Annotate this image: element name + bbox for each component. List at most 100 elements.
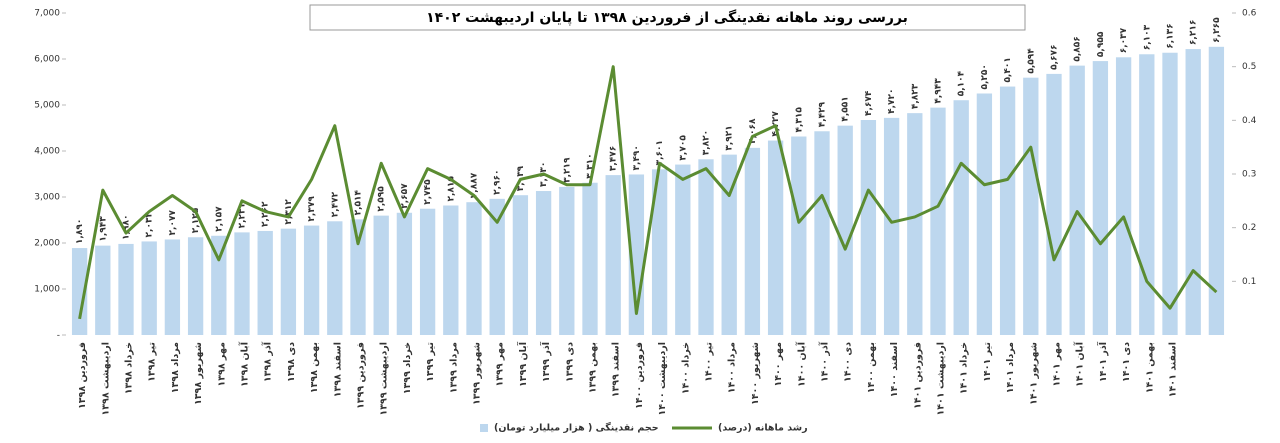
x-tick-label: تیر ۱۴۰۰	[704, 342, 715, 382]
value-label: ۴,۴۲۹	[818, 101, 828, 127]
x-tick-label: دی ۱۳۹۹	[564, 342, 575, 382]
bar	[118, 243, 134, 335]
bar	[211, 235, 227, 335]
bar	[582, 182, 598, 335]
x-tick-label: مرداد ۱۴۰۰	[727, 342, 738, 393]
bar	[1139, 54, 1155, 336]
x-tick-label: خرداد ۱۴۰۰	[680, 342, 691, 394]
x-tick-label: بهمن ۱۳۹۹	[588, 342, 599, 393]
legend-label: حجم نقدینگی ( هزار میلیارد تومان)	[494, 422, 659, 434]
value-label: ۲,۸۸۷	[470, 172, 480, 198]
value-label: ۳,۷۰۵	[678, 135, 688, 161]
x-tick-label: مهر ۱۴۰۱	[1052, 342, 1063, 387]
bar	[860, 119, 877, 335]
x-tick-label: تیر ۱۳۹۹	[425, 342, 436, 382]
value-label: ۳,۴۷۶	[609, 146, 619, 171]
x-tick-label: اردیبهشت ۱۳۹۸	[100, 342, 111, 416]
bar	[976, 93, 993, 335]
bar	[303, 225, 320, 335]
y-tick-label: 4,000	[34, 147, 60, 157]
bar	[1069, 65, 1085, 336]
y-tick-label: 2,000	[34, 239, 60, 249]
bar	[1023, 77, 1039, 336]
x-tick-label: مهر ۱۳۹۹	[495, 342, 506, 387]
y-tick-label: 6,000	[34, 55, 60, 65]
x-tick-label: اردیبهشت ۱۴۰۱	[936, 342, 947, 416]
value-label: ۵,۹۵۵	[1096, 31, 1106, 57]
bar	[280, 228, 297, 335]
bar	[396, 212, 413, 335]
x-tick-label: آذر ۱۳۹۸	[261, 341, 274, 382]
x-tick-label: آذر ۱۴۰۱	[1096, 341, 1109, 382]
x-tick-label: شهریور ۱۴۰۰	[750, 342, 761, 405]
bar	[605, 175, 621, 335]
x-tick-label: تیر ۱۳۹۸	[147, 342, 158, 382]
bar	[1046, 73, 1062, 336]
x-tick-label: مهر ۱۳۹۸	[216, 342, 227, 387]
bar	[535, 191, 552, 335]
bar	[837, 125, 853, 336]
bar	[1092, 61, 1109, 335]
value-label: ۳,۹۲۱	[725, 125, 735, 150]
value-label: ۵,۸۵۶	[1073, 36, 1083, 61]
value-label: ۴,۰۶۸	[748, 118, 758, 144]
value-label: ۵,۶۷۶	[1050, 44, 1060, 69]
x-tick-label: اسفند ۱۳۹۹	[611, 342, 622, 397]
value-label: ۶,۱۳۶	[1166, 23, 1176, 48]
y-tick-label: 5,000	[34, 101, 60, 111]
value-label: ۲,۱۲۵	[191, 207, 201, 233]
y2-tick-label: 0.4	[1242, 116, 1257, 126]
y-tick-label: 3,000	[34, 193, 60, 203]
x-tick-label: خرداد ۱۴۰۱	[959, 342, 970, 394]
value-label: ۲,۲۳۱	[238, 203, 248, 228]
value-label: ۵,۴۰۱	[1003, 57, 1013, 82]
bar	[141, 241, 157, 335]
x-tick-label: اردیبهشت ۱۳۹۹	[379, 342, 390, 416]
y2-tick-label: 0.3	[1242, 170, 1256, 180]
y-tick-label: -	[57, 331, 60, 341]
x-tick-label: شهریور ۱۴۰۱	[1028, 342, 1039, 405]
legend-swatch	[480, 424, 488, 432]
bar	[883, 117, 900, 335]
value-label: ۲,۱۵۷	[214, 206, 224, 232]
bar	[744, 147, 761, 335]
bar	[651, 169, 668, 335]
x-tick-label: مرداد ۱۳۹۹	[448, 342, 459, 393]
value-label: ۲,۰۷۷	[168, 210, 178, 236]
x-tick-label: بهمن ۱۴۰۰	[866, 342, 877, 393]
bar	[1185, 49, 1201, 336]
value-label: ۳,۸۲۰	[702, 130, 712, 155]
bar	[443, 205, 459, 335]
bar	[466, 202, 482, 335]
bar	[1115, 57, 1132, 335]
bar	[675, 164, 691, 335]
bar	[791, 136, 807, 335]
x-tick-label: اسفند ۱۳۹۸	[332, 342, 343, 397]
x-tick-label: بهمن ۱۳۹۸	[309, 342, 320, 393]
value-label: ۲,۳۱۲	[284, 199, 294, 225]
bar	[999, 86, 1016, 335]
x-tick-label: اسفند ۱۴۰۱	[1168, 342, 1179, 397]
bar	[419, 208, 436, 335]
value-label: ۳,۶۰۱	[655, 140, 665, 165]
value-label: ۵,۵۹۴	[1026, 48, 1036, 74]
value-label: ۱,۹۴۳	[98, 216, 108, 242]
bar	[350, 219, 366, 335]
x-tick-label: فروردین ۱۳۹۸	[77, 342, 88, 409]
value-label: ۴,۹۴۳	[934, 78, 944, 104]
x-tick-label: فروردین ۱۳۹۹	[356, 342, 367, 409]
line	[78, 65, 1218, 320]
bar	[559, 186, 575, 335]
x-tick-label: مرداد ۱۴۰۱	[1005, 342, 1016, 393]
x-tick-label: تیر ۱۴۰۱	[982, 342, 993, 382]
x-tick-label: آذر ۱۴۰۰	[818, 341, 831, 382]
value-label: ۵,۲۵۰	[980, 64, 990, 89]
value-label: ۴,۵۵۱	[841, 96, 851, 121]
value-label: ۴,۸۲۳	[910, 83, 920, 109]
x-tick-label: آذر ۱۳۹۹	[539, 341, 552, 382]
value-label: ۲,۵۹۵	[377, 186, 387, 212]
x-tick-label: آبان ۱۴۰۰	[794, 341, 807, 387]
value-label: ۳,۳۱۰	[586, 153, 596, 178]
value-label: ۲,۸۱۵	[446, 176, 456, 202]
value-label: ۴,۲۲۷	[771, 111, 781, 137]
